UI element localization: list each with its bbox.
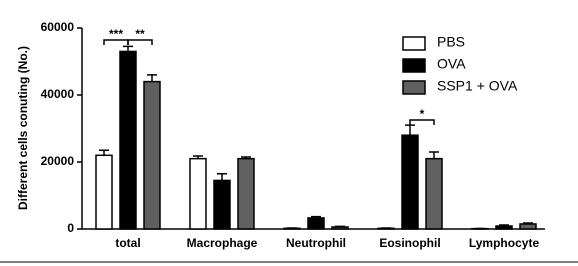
error-bar [405, 124, 415, 136]
error-bar [99, 149, 109, 156]
significance-label: * [420, 107, 425, 121]
x-tick-label: Eosinophil [379, 236, 440, 250]
error-bar [217, 172, 227, 181]
error-bar [335, 225, 345, 228]
bar [519, 223, 537, 230]
significance-bracket [127, 39, 153, 45]
bar [119, 50, 137, 230]
y-tick-label: 40000 [41, 87, 75, 101]
x-tick-label: Macrophage [187, 236, 258, 250]
y-tick-label: 60000 [41, 20, 75, 34]
legend-swatch [402, 36, 426, 51]
bar [213, 179, 231, 230]
significance-label: *** [109, 27, 123, 41]
error-bar [499, 224, 509, 226]
legend: PBS OVA SSP1 + OVA [402, 34, 518, 95]
legend-label: OVA [437, 56, 466, 72]
bar [95, 154, 113, 230]
error-bar [311, 215, 321, 218]
error-bar [147, 74, 157, 82]
x-tick-label: Lymphocyte [469, 236, 540, 250]
bar [495, 225, 513, 230]
legend-label: SSP1 + OVA [437, 78, 518, 94]
significance-bracket [409, 119, 435, 125]
legend-label: PBS [437, 34, 465, 50]
legend-swatch [402, 58, 426, 73]
significance-label: ** [135, 27, 145, 41]
bar [331, 226, 349, 230]
error-bar [429, 151, 439, 159]
error-bar [193, 155, 203, 159]
y-tick-label: 20000 [41, 154, 75, 168]
bar [237, 157, 255, 230]
error-bar [241, 156, 251, 159]
error-bar [523, 222, 533, 224]
bar [425, 157, 443, 230]
bar [143, 80, 161, 230]
error-bar [123, 45, 133, 52]
legend-swatch [402, 80, 426, 95]
x-tick-label: total [115, 236, 140, 250]
y-tick-label: 0 [67, 221, 74, 235]
bar [401, 134, 419, 230]
bar [189, 157, 207, 230]
x-tick-label: Neutrophil [286, 236, 346, 250]
y-axis-label: Different cells conuting (No.) [16, 46, 30, 210]
bar [307, 217, 325, 230]
